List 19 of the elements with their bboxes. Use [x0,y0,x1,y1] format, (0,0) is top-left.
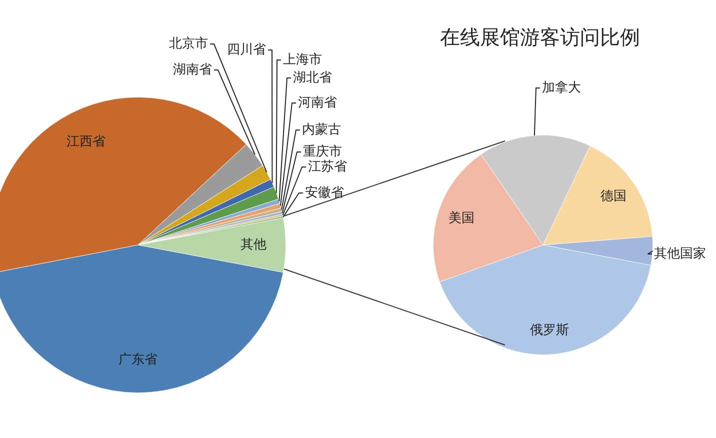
text: 在线展馆游客访问比例 [440,24,640,51]
slice-label: 湖南省 [173,62,212,78]
slice-label: 江西省 [66,134,106,150]
slice-label: 重庆市 [303,144,342,160]
slice-label: 德国 [600,188,627,204]
slice-label: 其他 [240,238,266,253]
slice-label: 加拿大 [542,80,581,96]
slice-label: 俄罗斯 [530,322,570,338]
slice-label: 河南省 [298,95,337,110]
slice-label: 四川省 [227,42,266,58]
slice-label: 广东省 [118,352,158,368]
slice-label: 内蒙古 [302,122,341,138]
slice-label: 湖北省 [293,70,332,86]
slice-label: 上海市 [283,52,322,68]
slice-label: 安徽省 [305,184,344,200]
slice-label: 北京市 [169,36,208,52]
slice-label: 其他国家 [654,245,706,262]
slice-label: 江苏省 [308,159,347,174]
slice-label: 美国 [448,210,475,226]
